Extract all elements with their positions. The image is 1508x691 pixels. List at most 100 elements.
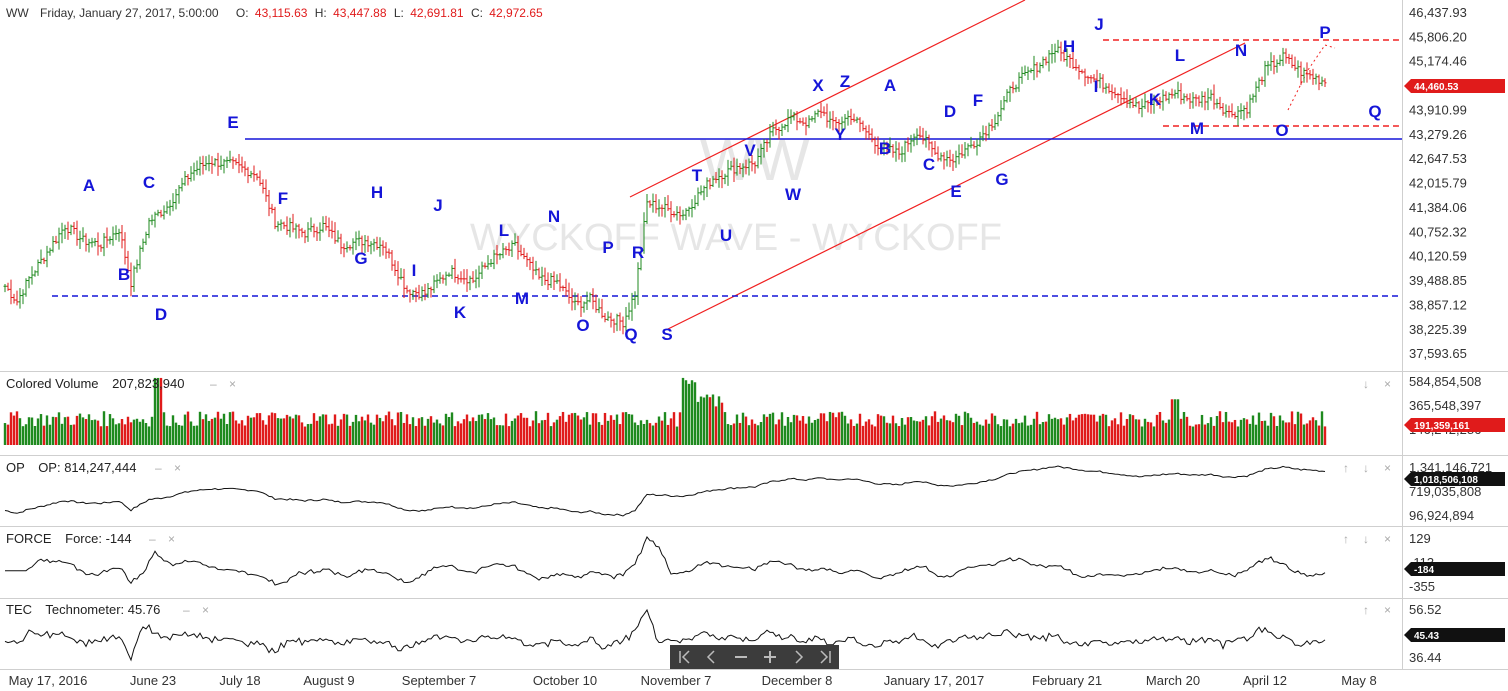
price-bar — [1203, 91, 1207, 111]
op-axis: 1,341,146,721 719,035,808 96,924,894 — [1409, 460, 1492, 523]
price-bar — [168, 199, 172, 216]
volume-bar — [360, 416, 364, 445]
zoom-out-button[interactable] — [727, 647, 752, 667]
volume-bar — [120, 419, 124, 445]
date-tick-label: April 12 — [1243, 673, 1287, 688]
volume-bar — [1257, 412, 1261, 445]
op-up-icon[interactable]: ↑ — [1343, 461, 1349, 475]
wave-label-i: I — [412, 261, 417, 280]
op-minimize-icon[interactable]: – — [155, 461, 162, 475]
price-bar — [972, 141, 976, 149]
price-bar — [216, 152, 220, 176]
price-tick-label: 39,488.85 — [1409, 273, 1467, 288]
price-tick-label: 40,120.59 — [1409, 249, 1467, 264]
price-bar — [1245, 101, 1249, 119]
volume-bar — [567, 414, 571, 445]
nav-next-button[interactable] — [786, 647, 811, 667]
nav-first-button[interactable] — [672, 647, 697, 667]
price-bar — [1317, 74, 1321, 91]
price-bar — [984, 125, 988, 142]
volume-bar — [357, 421, 361, 445]
op-close-icon[interactable]: × — [174, 461, 181, 475]
volume-bar — [960, 425, 964, 445]
volume-bar — [447, 416, 451, 445]
volume-bar — [1101, 413, 1105, 445]
price-bar — [144, 231, 148, 246]
price-bar — [396, 261, 400, 286]
volume-down-icon[interactable]: ↓ — [1363, 377, 1369, 391]
price-bar — [852, 113, 856, 123]
price-tick-label: 41,384.06 — [1409, 200, 1467, 215]
volume-bar — [780, 412, 784, 445]
volume-bar — [306, 424, 310, 445]
price-bar — [651, 193, 655, 213]
volume-bar — [720, 402, 724, 445]
zoom-in-button[interactable] — [756, 647, 781, 667]
date-tick-label: March 20 — [1146, 673, 1200, 688]
tec-up-icon[interactable]: ↑ — [1363, 603, 1369, 617]
volume-close-icon[interactable]: × — [229, 377, 236, 391]
force-close-icon[interactable]: × — [168, 532, 175, 546]
force-minimize-icon[interactable]: – — [149, 532, 156, 546]
volume-bar — [75, 415, 79, 445]
price-bar — [1143, 93, 1147, 109]
volume-bar — [564, 421, 568, 445]
price-bar — [735, 158, 739, 176]
price-bar — [408, 289, 412, 303]
trendlines[interactable] — [52, 0, 1402, 330]
volume-bar — [105, 426, 109, 445]
price-bar — [552, 271, 556, 291]
price-bar — [612, 318, 616, 333]
tec-panel-close-icon[interactable]: × — [1384, 603, 1391, 617]
volume-bar — [348, 425, 352, 445]
volume-bar — [1254, 424, 1258, 445]
price-bar — [261, 179, 265, 194]
force-panel-close-icon[interactable]: × — [1384, 532, 1391, 546]
price-bar — [6, 282, 10, 291]
volume-bar — [1047, 414, 1051, 445]
volume-bar — [1158, 411, 1162, 445]
volume-bar — [279, 418, 283, 445]
price-bar — [1104, 83, 1108, 94]
volume-bar — [861, 425, 865, 445]
op-panel-close-icon[interactable]: × — [1384, 461, 1391, 475]
nav-prev-button[interactable] — [699, 647, 724, 667]
price-bar — [1140, 98, 1144, 118]
volume-bar — [81, 417, 85, 445]
price-bar — [1275, 59, 1279, 73]
force-panel-title: FORCE Force: -144 — [6, 531, 132, 546]
force-down-icon[interactable]: ↓ — [1363, 532, 1369, 546]
force-up-icon[interactable]: ↑ — [1343, 532, 1349, 546]
price-bar — [69, 224, 73, 236]
price-bar — [924, 130, 928, 148]
force-tick-label: 129 — [1409, 531, 1431, 546]
price-bar — [27, 276, 31, 289]
volume-bar — [648, 423, 652, 445]
tec-close-icon[interactable]: × — [202, 603, 209, 617]
volume-bar — [1026, 425, 1030, 445]
price-bar — [426, 282, 430, 299]
price-bar — [108, 236, 112, 245]
volume-bar — [1089, 414, 1093, 445]
volume-bar — [966, 413, 970, 445]
price-bar — [1311, 68, 1315, 85]
close-label: C: — [471, 6, 483, 20]
volume-bar — [1221, 422, 1225, 445]
wave-label-c: C — [143, 173, 155, 192]
op-down-icon[interactable]: ↓ — [1363, 461, 1369, 475]
volume-bar — [882, 416, 886, 445]
price-bar — [372, 238, 376, 252]
volume-minimize-icon[interactable]: – — [210, 377, 217, 391]
price-bar — [975, 138, 979, 156]
price-bar — [450, 265, 454, 279]
price-bar — [462, 269, 466, 285]
high-label: H: — [315, 6, 327, 20]
volume-panel-close-icon[interactable]: × — [1384, 377, 1391, 391]
volume-bar — [786, 416, 790, 445]
nav-last-button[interactable] — [813, 647, 838, 667]
volume-bar — [1068, 413, 1072, 445]
tec-minimize-icon[interactable]: – — [183, 603, 190, 617]
price-bar — [1071, 49, 1075, 70]
price-bar — [969, 136, 973, 149]
price-bar — [642, 212, 646, 254]
